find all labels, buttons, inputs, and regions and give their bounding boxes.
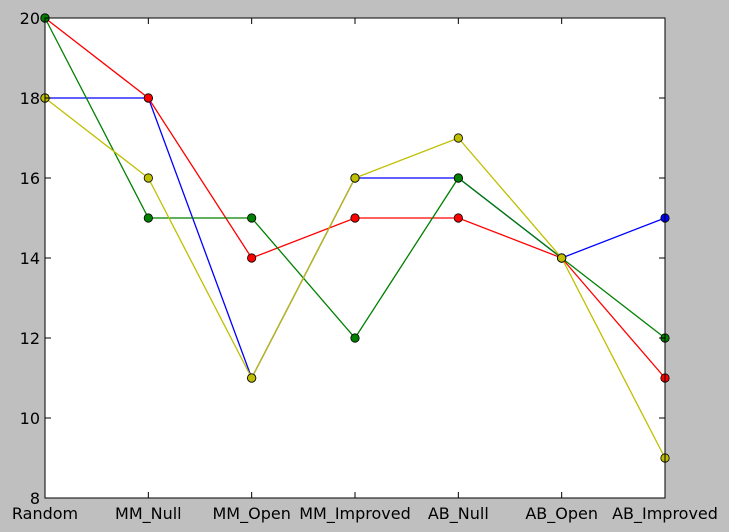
y-tick-label-6: 20 xyxy=(20,9,40,28)
plot-frame xyxy=(44,17,666,499)
series-1-point-3 xyxy=(350,213,360,223)
series-3-point-5 xyxy=(557,253,567,263)
series-layer xyxy=(40,13,670,463)
series-3-point-3 xyxy=(350,173,360,183)
x-tick-label-5: AB_Open xyxy=(525,504,598,524)
x-tick-label-0: Random xyxy=(12,504,78,523)
series-3-point-2 xyxy=(247,373,257,383)
x-tick-label-2: MM_Open xyxy=(212,504,290,524)
labels-layer: Random MM_Null MM_Open MM_Improved AB_Null AB… xyxy=(12,9,718,524)
series-1-point-4 xyxy=(453,213,463,223)
y-tick-label-2: 12 xyxy=(20,329,40,348)
series-2-point-4 xyxy=(453,173,463,183)
y-tick-label-3: 14 xyxy=(20,249,40,268)
x-tick-label-3: MM_Improved xyxy=(299,504,411,524)
series-2-point-1 xyxy=(143,213,153,223)
y-tick-label-5: 18 xyxy=(20,89,40,108)
series-1-point-2 xyxy=(247,253,257,263)
y-tick-label-4: 16 xyxy=(20,169,40,188)
series-1-point-1 xyxy=(143,93,153,103)
series-2-point-2 xyxy=(247,213,257,223)
series-3-point-4 xyxy=(453,133,463,143)
y-tick-label-0: 8 xyxy=(30,489,40,508)
x-tick-label-4: AB_Null xyxy=(428,504,489,524)
series-3-point-1 xyxy=(143,173,153,183)
series-2-point-3 xyxy=(350,333,360,343)
y-tick-label-1: 10 xyxy=(20,409,40,428)
x-tick-label-6: AB_Improved xyxy=(612,504,718,524)
x-tick-label-1: MM_Null xyxy=(115,504,182,524)
